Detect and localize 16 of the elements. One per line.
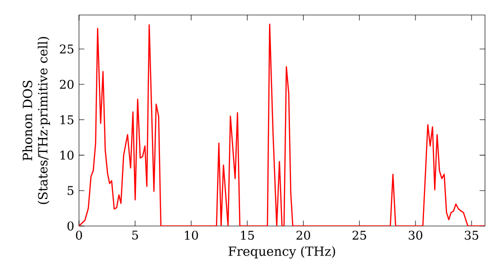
x-tick-label: 30 <box>408 230 422 240</box>
x-tick-label: 35 <box>464 230 478 240</box>
x-tick-label: 5 <box>132 230 138 240</box>
x-tick-label: 10 <box>185 230 198 240</box>
x-axis-title: Frequency (THz) <box>228 246 336 259</box>
y-tick-label: 10 <box>60 150 74 160</box>
x-tick-label: 15 <box>241 230 254 240</box>
y-tick-label: 20 <box>60 80 74 89</box>
y-tick-label: 15 <box>60 115 74 124</box>
y-axis-title: Phonon DOS (States/THz·primitive cell) <box>22 36 50 204</box>
y-tick-label: 25 <box>60 44 74 54</box>
y-tick-label: 0 <box>67 221 74 231</box>
y-tick-label: 5 <box>68 186 74 196</box>
x-tick-label: 25 <box>352 230 366 240</box>
x-tick-label: 0 <box>76 230 82 240</box>
x-tick-label: 20 <box>296 230 310 240</box>
